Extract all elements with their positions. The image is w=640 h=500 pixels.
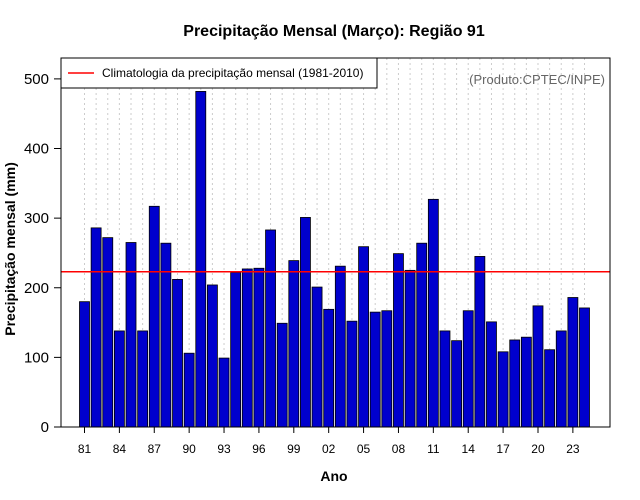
x-tick-label: 17	[496, 442, 510, 456]
bar-2017	[497, 351, 509, 428]
credit-text: (Produto:CPTEC/INPE)	[469, 72, 605, 87]
bar-1994	[230, 272, 242, 428]
bar-1990	[183, 352, 195, 428]
y-tick-label: 0	[41, 419, 49, 436]
bar-1996	[253, 267, 265, 428]
x-tick-label: 93	[217, 442, 231, 456]
y-tick-label: 300	[24, 210, 49, 227]
bar-2021	[544, 349, 556, 428]
bar-2007	[381, 310, 393, 428]
bar-1993	[218, 357, 230, 428]
y-axis-label: Precipitação mensal (mm)	[2, 162, 18, 336]
bar-2018	[509, 339, 521, 428]
y-tick-label: 100	[24, 349, 49, 366]
y-tick-label: 500	[24, 71, 49, 88]
bar-2012	[439, 330, 451, 428]
bar-1984	[113, 330, 125, 428]
bar-2024	[579, 307, 590, 428]
x-tick-label: 14	[462, 442, 476, 456]
bar-1995	[241, 268, 253, 428]
x-tick-label: 84	[113, 442, 127, 456]
bar-2020	[532, 305, 544, 428]
bar-2006	[369, 311, 381, 428]
bar-1985	[125, 242, 137, 428]
bar-2022	[555, 330, 567, 428]
bar-1989	[172, 278, 183, 428]
bar-2015	[474, 256, 486, 428]
bar-1998	[276, 322, 288, 428]
x-tick-label: 02	[322, 442, 336, 456]
bar-2013	[451, 340, 462, 428]
bars	[79, 91, 590, 428]
x-tick-label: 23	[566, 442, 580, 456]
bar-2003	[334, 265, 346, 428]
x-tick-label: 81	[78, 442, 92, 456]
bar-1988	[160, 242, 172, 428]
x-axis: 81 84 87 90 93 96 99 02 05 08 11 14 17 20 23	[78, 427, 580, 456]
bar-2009	[404, 269, 416, 428]
x-tick-label: 90	[182, 442, 196, 456]
x-tick-label: 08	[392, 442, 406, 456]
bar-2004	[346, 320, 358, 428]
bar-1983	[102, 237, 114, 428]
bar-2000	[300, 217, 311, 428]
bar-2011	[427, 198, 439, 428]
grid-lines	[84, 58, 585, 427]
bar-2016	[486, 321, 497, 428]
bar-1992	[207, 284, 218, 428]
x-tick-label: 87	[148, 442, 162, 456]
bar-2002	[323, 308, 335, 428]
x-tick-label: 99	[287, 442, 301, 456]
legend-climatology-label: Climatologia da precipitação mensal (198…	[102, 66, 363, 80]
bar-1997	[265, 229, 276, 428]
bar-1981	[79, 301, 90, 428]
bar-2019	[520, 336, 532, 428]
legend: Climatologia da precipitação mensal (198…	[60, 57, 378, 89]
y-tick-label: 200	[24, 280, 49, 297]
y-tick-label: 400	[24, 141, 49, 158]
x-tick-label: 20	[531, 442, 545, 456]
chart-title: Precipitação Mensal (Março): Região 91	[183, 23, 485, 40]
bar-1999	[288, 260, 300, 428]
x-tick-label: 11	[427, 442, 440, 456]
bar-2014	[462, 310, 474, 428]
bar-2010	[416, 242, 428, 428]
x-tick-label: 96	[252, 442, 266, 456]
bar-1987	[148, 205, 160, 428]
x-axis-label: Ano	[320, 468, 347, 484]
bar-1986	[137, 330, 149, 428]
bar-1991	[195, 91, 207, 428]
x-tick-label: 05	[357, 442, 371, 456]
legend-box	[60, 57, 378, 89]
bar-2005	[358, 246, 369, 428]
bar-2023	[567, 297, 579, 428]
bar-2001	[311, 286, 323, 428]
y-axis: 0 100 200 300 400 500	[24, 71, 61, 436]
bar-1982	[90, 227, 102, 428]
bar-2008	[393, 253, 404, 428]
